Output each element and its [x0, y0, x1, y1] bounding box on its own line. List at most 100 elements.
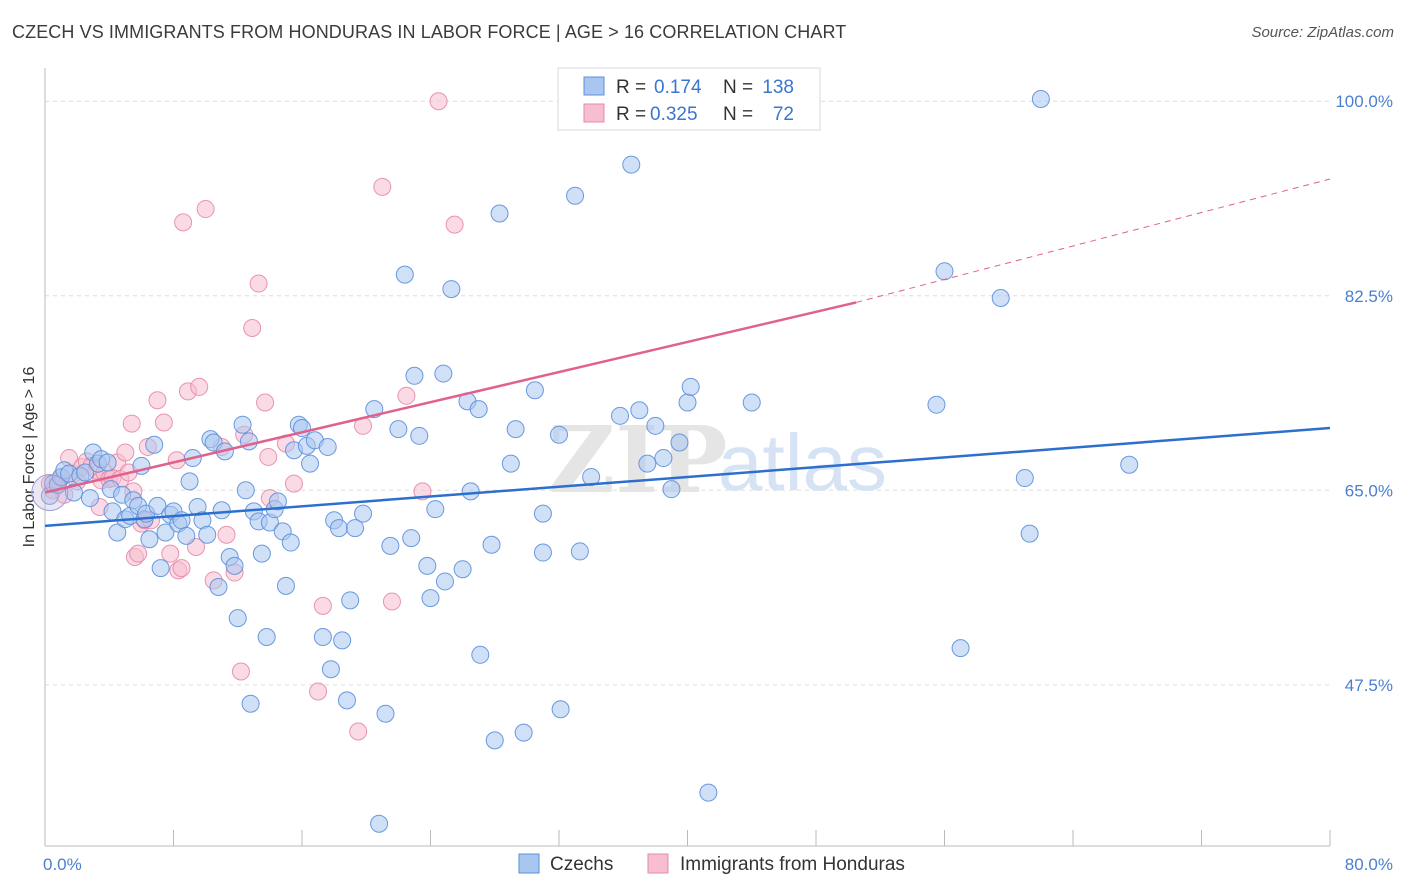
czechs-point — [329, 519, 348, 538]
y-tick-label: 100.0% — [1335, 92, 1393, 111]
czechs-point — [236, 481, 255, 500]
honduras-point — [397, 386, 416, 405]
czechs-point — [410, 426, 429, 445]
czechs-point — [376, 704, 395, 723]
czechs-point — [566, 186, 585, 205]
czechs-point — [482, 535, 501, 554]
czechs-point — [108, 523, 127, 542]
czechs-point — [354, 504, 373, 523]
honduras-point — [174, 213, 193, 232]
czechs-point — [622, 155, 641, 174]
czechs-point — [506, 420, 525, 439]
honduras-point — [154, 413, 173, 432]
legend-label-czechs: Czechs — [550, 854, 613, 875]
czechs-point — [935, 262, 954, 281]
stats-legend-swatch-honduras — [583, 103, 605, 123]
czechs-point — [426, 500, 445, 519]
czechs-point — [551, 700, 570, 719]
y-axis-title: In Labor Force | Age > 16 — [21, 367, 38, 548]
czechs-point — [490, 204, 509, 223]
honduras-points — [40, 92, 464, 741]
stats-n-label-honduras: N = — [723, 104, 753, 125]
czechs-point — [98, 453, 117, 472]
czechs-point — [228, 609, 247, 628]
czechs-point — [381, 536, 400, 555]
czechs-point — [80, 489, 99, 508]
honduras-point — [196, 200, 215, 219]
honduras-point — [116, 443, 135, 462]
stats-r-value-czechs: 0.174 — [654, 77, 702, 98]
stats-n-value-czechs: 138 — [762, 77, 794, 98]
honduras-point — [172, 559, 191, 578]
honduras-point — [309, 682, 328, 701]
czechs-point — [681, 377, 700, 396]
czechs-point — [198, 525, 217, 544]
czechs-point — [76, 463, 95, 482]
czechs-point — [233, 415, 252, 434]
czechs-point — [435, 572, 454, 591]
czechs-point — [927, 395, 946, 414]
czechs-point — [1120, 455, 1139, 474]
honduras-point — [148, 391, 167, 410]
y-tick-label: 82.5% — [1345, 287, 1393, 306]
czechs-point — [1031, 90, 1050, 109]
czechs-point — [346, 519, 365, 538]
czechs-point — [485, 731, 504, 750]
honduras-point — [445, 215, 464, 234]
czechs-point — [434, 364, 453, 383]
czechs-point — [301, 454, 320, 473]
czechs-point — [1015, 469, 1034, 488]
czechs-point — [442, 280, 461, 299]
czechs-point — [630, 401, 649, 420]
series-legend: Czechs Immigrants from Honduras — [518, 853, 905, 875]
honduras-point — [429, 92, 448, 111]
czechs-point — [533, 504, 552, 523]
czechs-point — [742, 393, 761, 412]
czechs-point — [646, 416, 665, 435]
czechs-point — [699, 783, 718, 802]
stats-n-value-honduras: 72 — [773, 104, 794, 125]
czechs-point — [1020, 524, 1039, 543]
honduras-point — [129, 544, 148, 563]
x-tick-label-min: 0.0% — [43, 855, 82, 874]
czechs-point — [501, 454, 520, 473]
czechs-point — [313, 628, 332, 647]
czechs-point — [276, 576, 295, 595]
czechs-point — [525, 381, 544, 400]
honduras-trend-extension — [856, 178, 1331, 303]
czechs-point — [395, 265, 414, 284]
czechs-point — [209, 577, 228, 596]
czechs-point — [252, 544, 271, 563]
czechs-point — [177, 526, 196, 545]
czechs-point — [140, 530, 159, 549]
czechs-point — [151, 559, 170, 578]
x-tick-label-max: 80.0% — [1345, 855, 1393, 874]
stats-r-label-czechs: R = — [616, 77, 646, 98]
czechs-point — [514, 723, 533, 742]
czechs-point — [611, 406, 630, 425]
czechs-point — [453, 560, 472, 579]
czechs-point — [402, 529, 421, 548]
honduras-point — [122, 414, 141, 433]
x-axis-ticks — [44, 830, 1331, 846]
watermark-zip: ZIP — [548, 406, 727, 514]
stats-r-value-honduras: 0.325 — [650, 104, 698, 125]
czechs-point — [418, 556, 437, 575]
legend-label-honduras: Immigrants from Honduras — [680, 854, 905, 875]
czechs-point — [281, 533, 300, 552]
honduras-point — [382, 592, 401, 611]
czechs-point — [654, 449, 673, 468]
czechs-point — [389, 420, 408, 439]
czechs-trend-line — [44, 426, 1331, 528]
czechs-point — [421, 589, 440, 608]
czechs-point — [212, 501, 231, 520]
honduras-point — [349, 722, 368, 741]
czechs-point — [370, 814, 389, 833]
honduras-point — [243, 318, 262, 337]
honduras-point — [161, 544, 180, 563]
czechs-point — [145, 435, 164, 454]
czechs-point — [341, 591, 360, 610]
czechs-point — [148, 496, 167, 515]
legend-swatch-czechs — [518, 853, 540, 874]
